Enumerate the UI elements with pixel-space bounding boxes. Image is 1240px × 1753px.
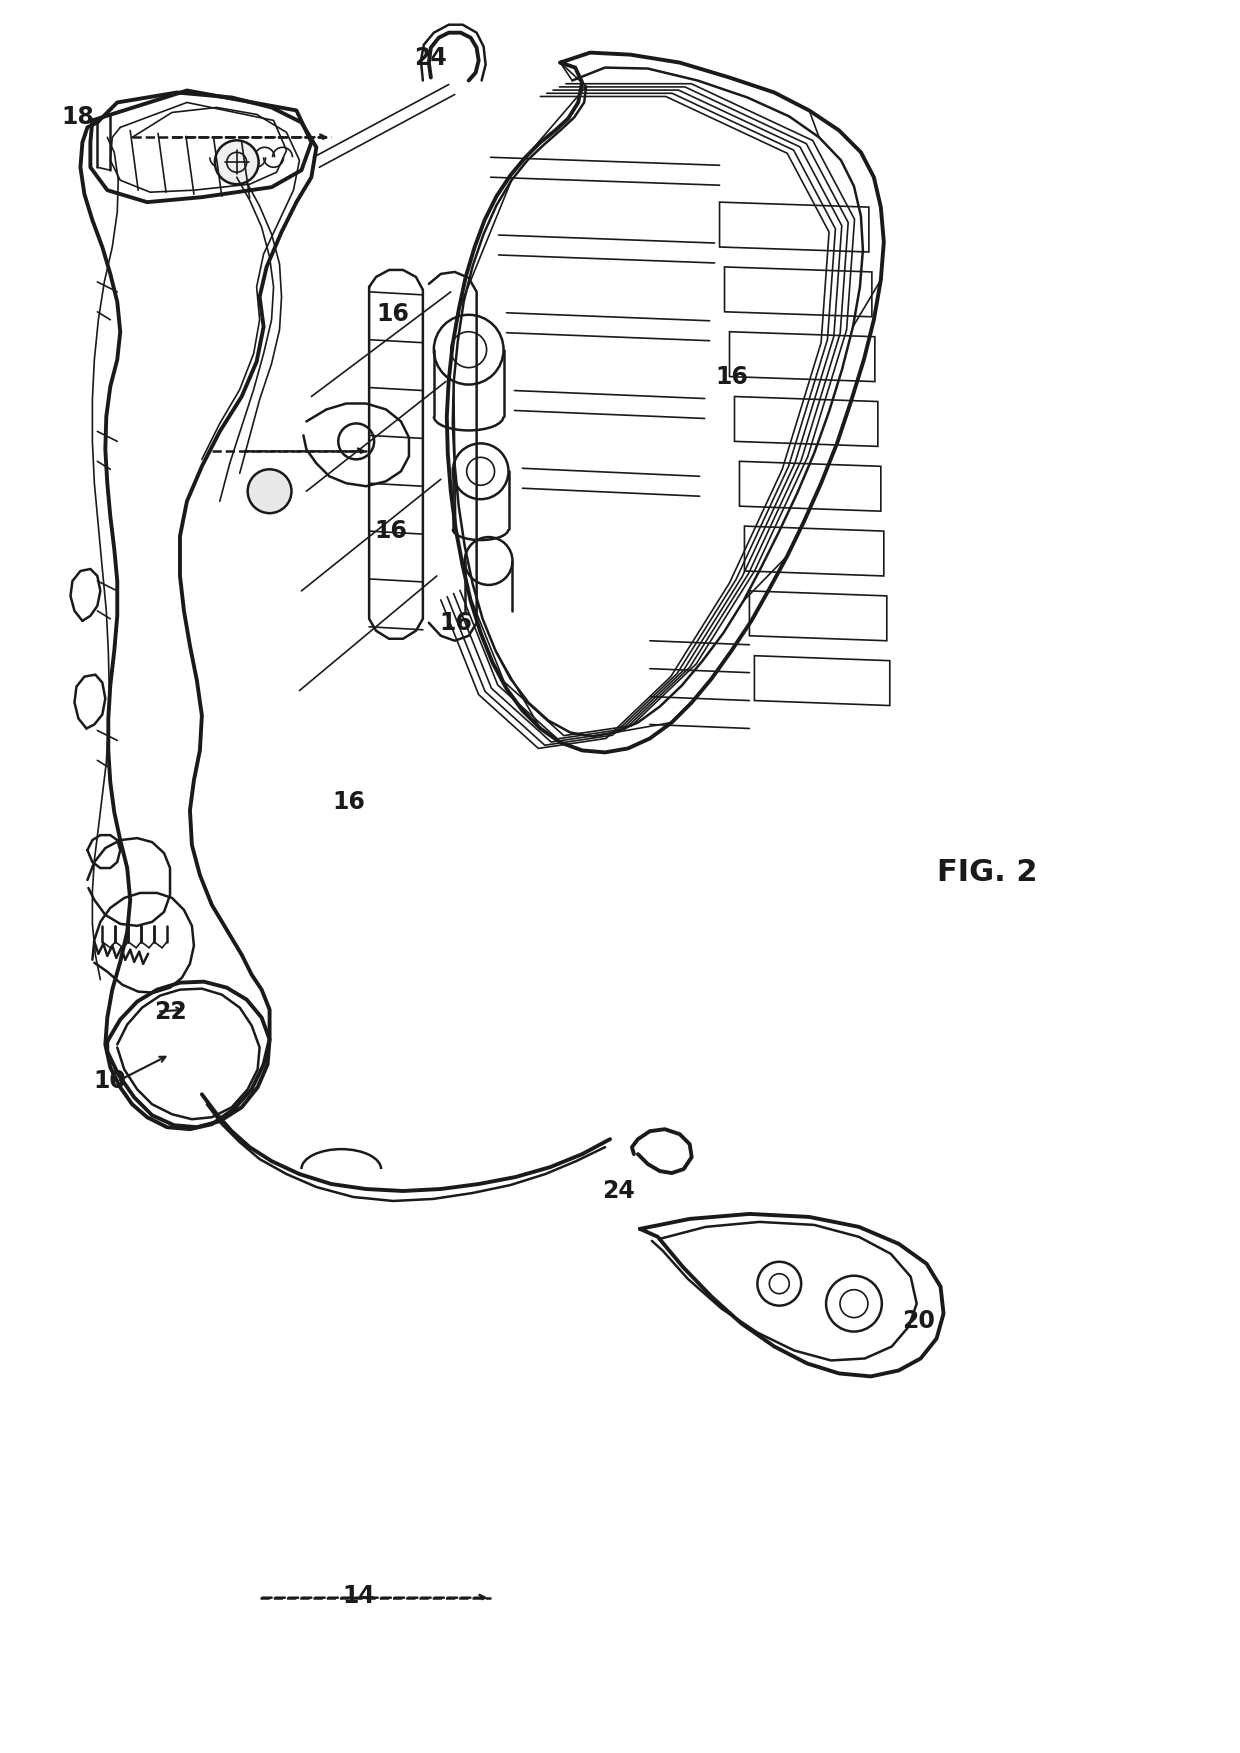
Text: 16: 16	[439, 610, 472, 635]
Text: 22: 22	[154, 999, 186, 1024]
Text: 14: 14	[342, 1583, 376, 1608]
Text: 24: 24	[601, 1180, 635, 1203]
Text: 24: 24	[414, 46, 448, 70]
Text: 16: 16	[374, 519, 408, 543]
Text: 18: 18	[61, 105, 94, 130]
Circle shape	[215, 140, 259, 184]
Text: 16: 16	[332, 791, 366, 813]
Text: 20: 20	[903, 1308, 935, 1332]
Text: 10: 10	[94, 1069, 126, 1094]
Circle shape	[248, 470, 291, 514]
Text: FIG. 2: FIG. 2	[936, 857, 1037, 887]
Text: 16: 16	[377, 302, 409, 326]
Text: 16: 16	[715, 365, 748, 389]
